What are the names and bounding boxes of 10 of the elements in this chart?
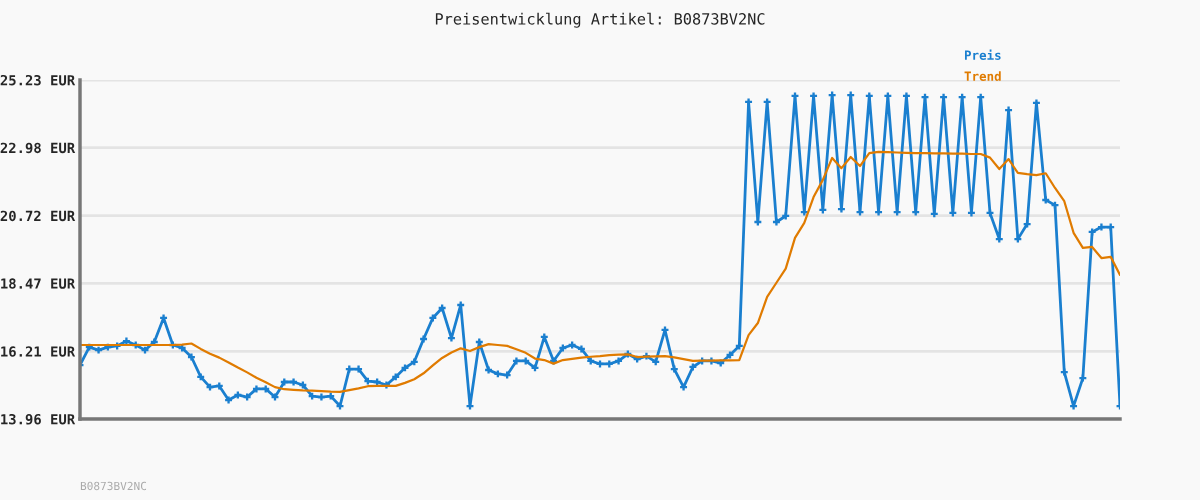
y-tick-label: 20.72 EUR [0,210,76,222]
text: B0873BV2NC [80,481,147,491]
y-tick-label: 25.23 EUR [0,74,76,86]
y-tick-label: 18.47 EUR [1,278,76,289]
y-tick-label: 13.96 EUR [1,413,76,425]
y-tick-label: 16.21 EUR [1,346,76,357]
y-tick-label: 22.98 EUR [0,142,76,154]
chart-title: Preisentwicklung Artikel: B0873BV2NC [435,12,765,28]
text: Trend [964,71,1001,81]
text: Preis [964,49,1001,60]
